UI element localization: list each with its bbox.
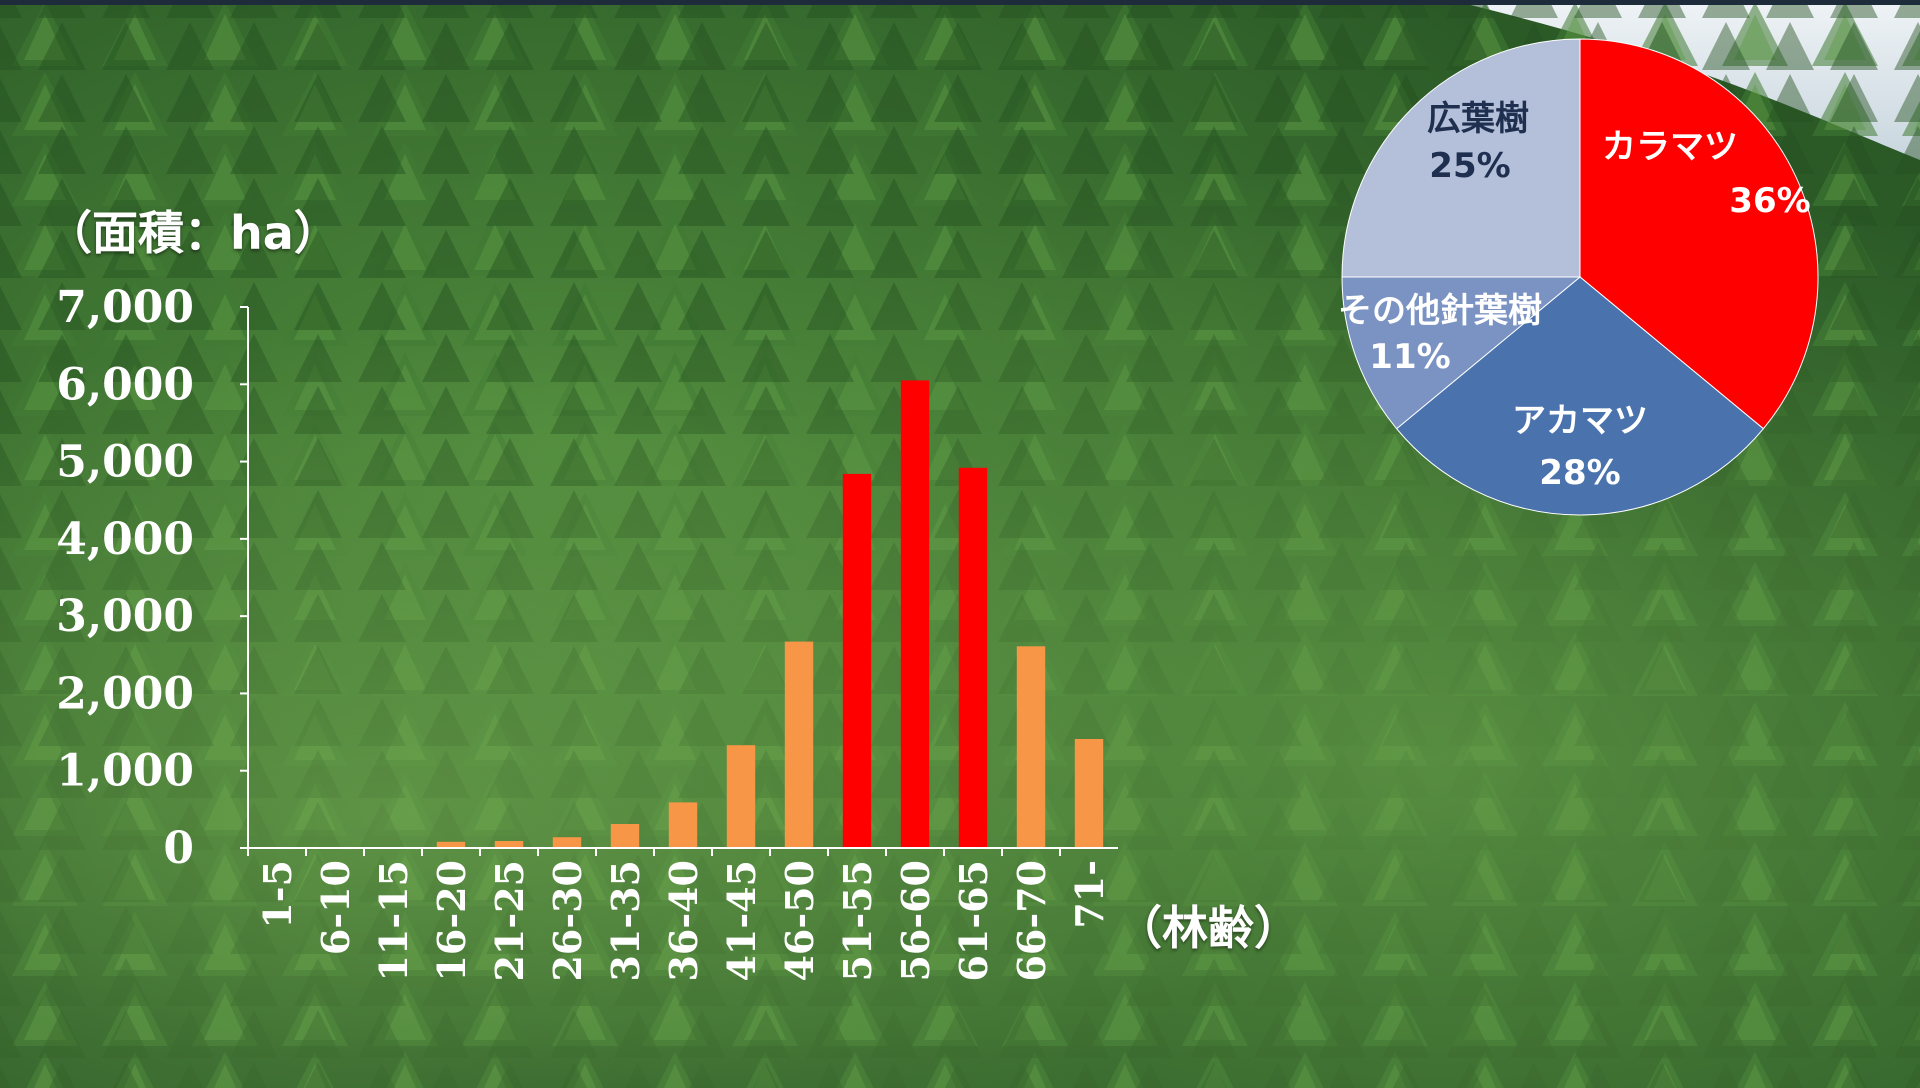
x-tick-label: 1-5 (255, 860, 300, 929)
bar-46-50 (784, 641, 814, 848)
bar-71- (1074, 739, 1104, 848)
pie-percent-label: 25% (1429, 146, 1510, 186)
x-tick-label: 16-20 (429, 860, 474, 982)
y-tick-label: 7,000 (56, 282, 194, 333)
pie-percent-label: 28% (1539, 453, 1620, 493)
y-tick-label: 4,000 (56, 514, 194, 565)
x-tick-label: 31-35 (603, 860, 648, 982)
pie-label: カラマツ (1602, 127, 1738, 167)
x-tick-label: 26-30 (545, 860, 590, 982)
bar-16-20 (436, 841, 466, 848)
x-tick-label: 21-25 (487, 860, 532, 982)
pie-slice-3 (1341, 38, 1581, 278)
pie-label: その他針葉樹 (1338, 291, 1542, 331)
x-axis-title: （林齢） (1116, 901, 1300, 955)
bar-series (320, 380, 1104, 848)
bar-61-65 (958, 467, 988, 848)
pie-label: アカマツ (1512, 401, 1648, 441)
x-tick-label: 51-55 (835, 860, 880, 982)
y-tick-label: 5,000 (56, 437, 194, 488)
y-tick-label: 6,000 (56, 359, 194, 410)
bar-26-30 (552, 837, 582, 848)
pie-slice-1 (1395, 276, 1765, 516)
x-tick-label: 61-65 (951, 860, 996, 982)
bar-56-60 (900, 380, 930, 848)
x-tick-label: 6-10 (313, 860, 358, 955)
x-tick-label: 46-50 (777, 860, 822, 982)
bar-66-70 (1016, 646, 1046, 848)
pie-slice-0 (1579, 38, 1819, 430)
species-pie-chart: カラマツ 36% アカマツ 28% その他針葉樹 11% 広葉樹 25% (1338, 38, 1819, 516)
x-tick-label: 71- (1067, 860, 1112, 929)
y-tick-label: 0 (163, 823, 194, 874)
y-axis-title: （面積：ha） (46, 206, 340, 260)
y-tick-label: 2,000 (56, 668, 194, 719)
x-tick-label: 11-15 (371, 860, 416, 982)
bar-21-25 (494, 841, 524, 848)
x-tick-label: 56-60 (893, 860, 938, 982)
y-tick-labels: 0 1,000 2,000 3,000 4,000 5,000 6,000 7,000 (56, 282, 194, 874)
y-tick-label: 3,000 (56, 591, 194, 642)
bar-31-35 (610, 824, 640, 848)
x-tick-label: 66-70 (1009, 860, 1054, 982)
bar-51-55 (842, 473, 872, 848)
pie-label: 広葉樹 (1427, 99, 1529, 139)
x-tick-label: 36-40 (661, 860, 706, 982)
bar-41-45 (726, 745, 756, 848)
pie-percent-label: 36% (1729, 181, 1810, 221)
pie-percent-label: 11% (1369, 337, 1450, 377)
bar-36-40 (668, 802, 698, 848)
x-tick-labels: 1-5 6-10 11-15 16-20 21-25 26-30 31-35 36-40 41-… (255, 860, 1112, 982)
chart-axes (240, 306, 1118, 856)
y-tick-label: 1,000 (56, 746, 194, 797)
x-tick-label: 41-45 (719, 860, 764, 982)
pie-slice-2 (1341, 276, 1582, 430)
